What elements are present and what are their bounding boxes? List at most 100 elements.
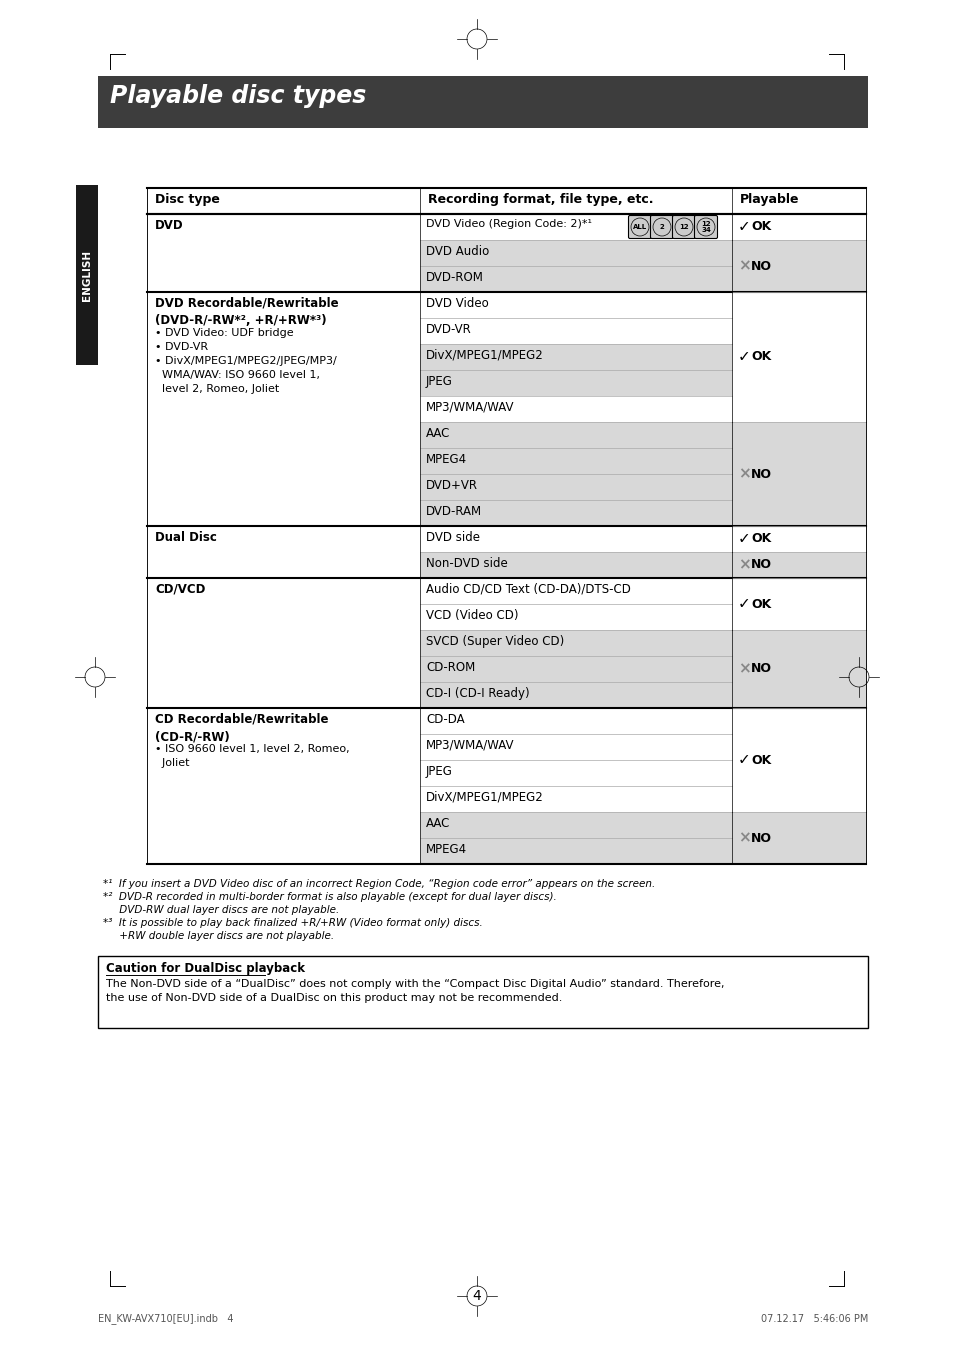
Text: MP3/WMA/WAV: MP3/WMA/WAV bbox=[426, 739, 514, 751]
Bar bbox=[419, 630, 731, 655]
Text: ✓: ✓ bbox=[738, 219, 750, 234]
Text: ×: × bbox=[738, 467, 750, 482]
Bar bbox=[419, 604, 731, 630]
Bar bbox=[419, 422, 731, 448]
Text: • DVD Video: UDF bridge
• DVD-VR
• DivX/MPEG1/MPEG2/JPEG/MP3/
  WMA/WAV: ISO 966: • DVD Video: UDF bridge • DVD-VR • DivX/… bbox=[154, 328, 336, 394]
Text: CD Recordable/Rewritable
(CD-R/-RW): CD Recordable/Rewritable (CD-R/-RW) bbox=[154, 714, 328, 743]
Bar bbox=[147, 525, 419, 578]
Bar bbox=[419, 578, 731, 604]
Text: DivX/MPEG1/MPEG2: DivX/MPEG1/MPEG2 bbox=[426, 791, 543, 804]
Bar bbox=[147, 578, 419, 708]
Text: ✓: ✓ bbox=[738, 532, 750, 547]
Bar bbox=[419, 265, 731, 292]
Text: ENGLISH: ENGLISH bbox=[82, 249, 91, 301]
Bar bbox=[419, 708, 731, 734]
Bar bbox=[419, 500, 731, 525]
Bar bbox=[731, 578, 865, 630]
Text: ✓: ✓ bbox=[738, 753, 750, 768]
Bar bbox=[419, 838, 731, 864]
Bar bbox=[419, 734, 731, 760]
Bar bbox=[419, 448, 731, 474]
Bar bbox=[419, 682, 731, 708]
FancyBboxPatch shape bbox=[650, 215, 673, 238]
Text: ×: × bbox=[738, 558, 750, 573]
Text: DVD Video (Region Code: 2)*¹: DVD Video (Region Code: 2)*¹ bbox=[426, 219, 592, 229]
Bar bbox=[98, 956, 867, 1028]
Text: DVD+VR: DVD+VR bbox=[426, 479, 477, 492]
Text: DVD: DVD bbox=[154, 219, 183, 232]
Text: OK: OK bbox=[750, 221, 770, 233]
Bar bbox=[419, 552, 731, 578]
Bar bbox=[419, 395, 731, 422]
Text: DVD-RAM: DVD-RAM bbox=[426, 505, 481, 519]
Text: OK: OK bbox=[750, 351, 770, 363]
Text: JPEG: JPEG bbox=[426, 765, 453, 779]
Text: Playable disc types: Playable disc types bbox=[110, 84, 366, 108]
Bar bbox=[731, 630, 865, 708]
Text: ✓: ✓ bbox=[738, 597, 750, 612]
Text: VCD (Video CD): VCD (Video CD) bbox=[426, 609, 518, 621]
Text: NO: NO bbox=[750, 831, 771, 845]
Text: OK: OK bbox=[750, 532, 770, 546]
Bar bbox=[731, 525, 865, 552]
Text: NO: NO bbox=[750, 558, 771, 571]
Bar bbox=[419, 812, 731, 838]
Bar bbox=[419, 474, 731, 500]
Bar bbox=[419, 525, 731, 552]
Bar bbox=[419, 655, 731, 682]
Text: DVD-ROM: DVD-ROM bbox=[426, 271, 483, 284]
Text: Non-DVD side: Non-DVD side bbox=[426, 556, 507, 570]
Text: EN_KW-AVX710[EU].indb   4: EN_KW-AVX710[EU].indb 4 bbox=[98, 1313, 233, 1324]
Text: MP3/WMA/WAV: MP3/WMA/WAV bbox=[426, 401, 514, 414]
Text: • ISO 9660 level 1, level 2, Romeo,
  Joliet: • ISO 9660 level 1, level 2, Romeo, Joli… bbox=[154, 743, 349, 768]
Text: DVD Video: DVD Video bbox=[426, 297, 488, 310]
Text: NO: NO bbox=[750, 662, 771, 676]
Text: DVD Recordable/Rewritable
(DVD-R/-RW*², +R/+RW*³): DVD Recordable/Rewritable (DVD-R/-RW*², … bbox=[154, 297, 338, 328]
Text: 4: 4 bbox=[472, 1289, 481, 1303]
Text: ×: × bbox=[738, 259, 750, 274]
Bar bbox=[98, 76, 867, 129]
Bar bbox=[147, 708, 419, 864]
Text: NO: NO bbox=[750, 260, 771, 272]
Bar bbox=[419, 787, 731, 812]
Text: CD/VCD: CD/VCD bbox=[154, 584, 205, 596]
Text: 07.12.17   5:46:06 PM: 07.12.17 5:46:06 PM bbox=[760, 1313, 867, 1324]
Text: OK: OK bbox=[750, 753, 770, 766]
Text: Dual Disc: Dual Disc bbox=[154, 531, 216, 544]
Text: Disc type: Disc type bbox=[154, 194, 219, 206]
Text: ×: × bbox=[738, 830, 750, 845]
Bar bbox=[731, 812, 865, 864]
Text: Playable: Playable bbox=[740, 194, 799, 206]
Text: MPEG4: MPEG4 bbox=[426, 454, 467, 466]
Text: Caution for DualDisc playback: Caution for DualDisc playback bbox=[106, 961, 305, 975]
Text: MPEG4: MPEG4 bbox=[426, 844, 467, 856]
Bar bbox=[147, 188, 419, 214]
FancyBboxPatch shape bbox=[628, 215, 651, 238]
Bar bbox=[731, 552, 865, 578]
FancyBboxPatch shape bbox=[694, 215, 717, 238]
Text: DVD-VR: DVD-VR bbox=[426, 324, 471, 336]
Text: OK: OK bbox=[750, 597, 770, 611]
Text: The Non-DVD side of a “DualDisc” does not comply with the “Compact Disc Digital : The Non-DVD side of a “DualDisc” does no… bbox=[106, 979, 723, 1003]
Bar bbox=[419, 344, 731, 370]
Bar bbox=[731, 240, 865, 292]
Text: DVD Audio: DVD Audio bbox=[426, 245, 489, 259]
Bar bbox=[147, 214, 419, 292]
Text: 2: 2 bbox=[659, 223, 663, 230]
Bar bbox=[419, 318, 731, 344]
Text: 12
34: 12 34 bbox=[700, 221, 710, 233]
Text: CD-ROM: CD-ROM bbox=[426, 661, 475, 674]
Bar bbox=[419, 760, 731, 787]
Text: *³  It is possible to play back finalized +R/+RW (Video format only) discs.: *³ It is possible to play back finalized… bbox=[103, 918, 482, 927]
Bar bbox=[731, 214, 865, 240]
Text: CD-I (CD-I Ready): CD-I (CD-I Ready) bbox=[426, 686, 529, 700]
Text: *²  DVD-R recorded in multi-border format is also playable (except for dual laye: *² DVD-R recorded in multi-border format… bbox=[103, 892, 557, 902]
Bar bbox=[731, 188, 865, 214]
Text: *¹  If you insert a DVD Video disc of an incorrect Region Code, “Region code err: *¹ If you insert a DVD Video disc of an … bbox=[103, 879, 655, 890]
Text: Audio CD/CD Text (CD-DA)/DTS-CD: Audio CD/CD Text (CD-DA)/DTS-CD bbox=[426, 584, 630, 596]
Bar bbox=[147, 292, 419, 525]
Text: CD-DA: CD-DA bbox=[426, 714, 464, 726]
Text: JPEG: JPEG bbox=[426, 375, 453, 389]
Text: AAC: AAC bbox=[426, 427, 450, 440]
Text: DivX/MPEG1/MPEG2: DivX/MPEG1/MPEG2 bbox=[426, 349, 543, 362]
